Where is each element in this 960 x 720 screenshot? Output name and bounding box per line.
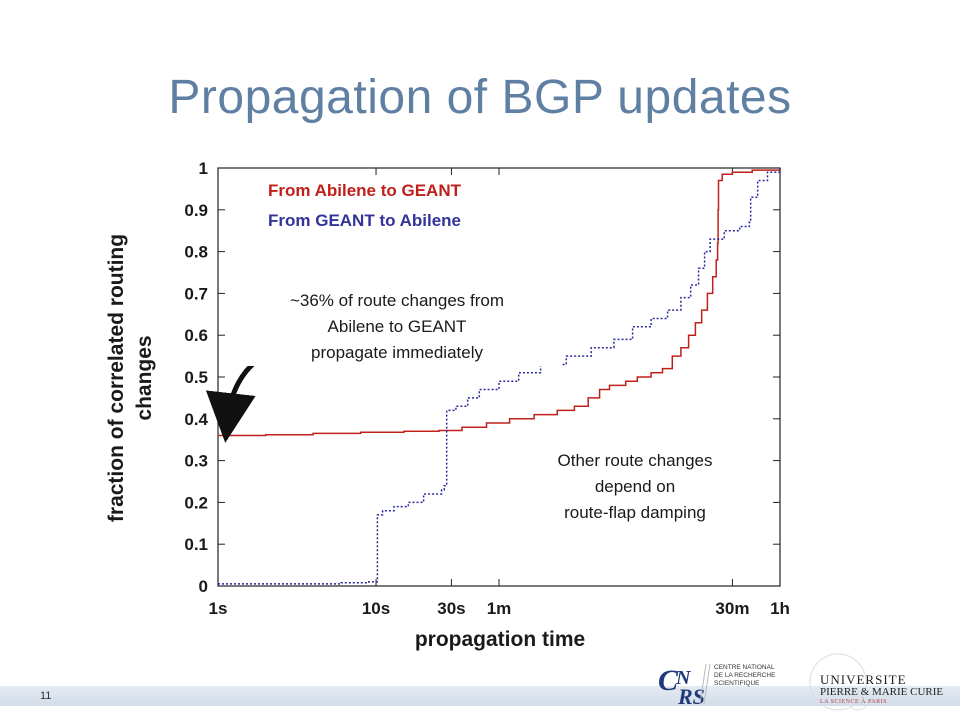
- upmc-logo: [809, 653, 869, 711]
- y-tick-label: 1: [199, 159, 208, 178]
- svg-text:N: N: [675, 667, 692, 689]
- series-abilene-to-geant: [218, 168, 781, 437]
- y-tick-label: 0.5: [184, 368, 208, 387]
- x-axis-label: propagation time: [414, 628, 586, 651]
- upmc-title: UNIVERSITE: [820, 672, 907, 687]
- x-tick-label: 30m: [715, 599, 749, 618]
- series-layer: [218, 168, 781, 585]
- annotation-line: Other route changes: [557, 451, 713, 470]
- annotation-line: ~36% of route changes from: [289, 291, 505, 310]
- y-tick-label: 0.4: [184, 410, 208, 429]
- cnrs-logo: C N RS: [658, 663, 711, 708]
- annotation-line: route-flap damping: [564, 503, 706, 522]
- x-tick-label: 1m: [487, 599, 512, 618]
- cnrs-line: CENTRE NATIONAL: [714, 664, 775, 671]
- y-tick-label: 0.3: [184, 452, 208, 471]
- series-geant-to-abilene: [218, 168, 781, 585]
- cnrs-line: SCIENTIFIQUE: [714, 680, 760, 687]
- annotation-line: depend on: [594, 477, 676, 496]
- annotation-damping: Other route changes depend on route-flap…: [500, 448, 770, 526]
- annotation-immediate: ~36% of route changes from Abilene to GE…: [232, 288, 562, 366]
- x-tick-label: 30s: [437, 599, 465, 618]
- cnrs-line: DE LA RECHERCHE: [714, 672, 776, 679]
- x-tick-label: 10s: [362, 599, 390, 618]
- slide-title: Propagation of BGP updates: [168, 71, 792, 124]
- y-tick-label: 0: [199, 577, 208, 596]
- y-tick-label: 0.8: [184, 243, 208, 262]
- legend-geant-to-abilene: From GEANT to Abilene: [268, 211, 461, 230]
- y-axis-label-text: fraction of correlated routing changes: [105, 233, 156, 523]
- upmc-subtitle: PIERRE & MARIE CURIE: [820, 686, 944, 698]
- footer-bar: [0, 686, 960, 706]
- upmc-tagline: LA SCIENCE À PARIS: [820, 699, 887, 705]
- axis-ticks: 0 0.1 0.2 0.3 0.4 0.5 0.6 0.7 0.8 0.9 1 1s 10s 30s 1m 3…: [184, 159, 790, 618]
- svg-text:C: C: [658, 664, 679, 697]
- cnrs-text: CENTRE NATIONAL DE LA RECHERCHE SCIENTIF…: [714, 664, 775, 688]
- y-tick-label: 0.1: [184, 535, 208, 554]
- y-tick-label: 0.2: [184, 493, 208, 512]
- legend-abilene-to-geant: From Abilene to GEANT: [268, 181, 461, 200]
- x-tick-label: 1h: [770, 599, 790, 618]
- annotation-line: propagate immediately: [311, 343, 483, 362]
- y-tick-label: 0.7: [184, 284, 208, 303]
- x-tick-label: 1s: [209, 599, 228, 618]
- y-tick-label: 0.6: [184, 326, 208, 345]
- annotation-line: Abilene to GEANT: [327, 317, 467, 336]
- y-tick-label: 0.9: [184, 201, 208, 220]
- y-axis-label: fraction of correlated routing changes: [103, 228, 159, 528]
- slide-number: 11: [40, 690, 52, 702]
